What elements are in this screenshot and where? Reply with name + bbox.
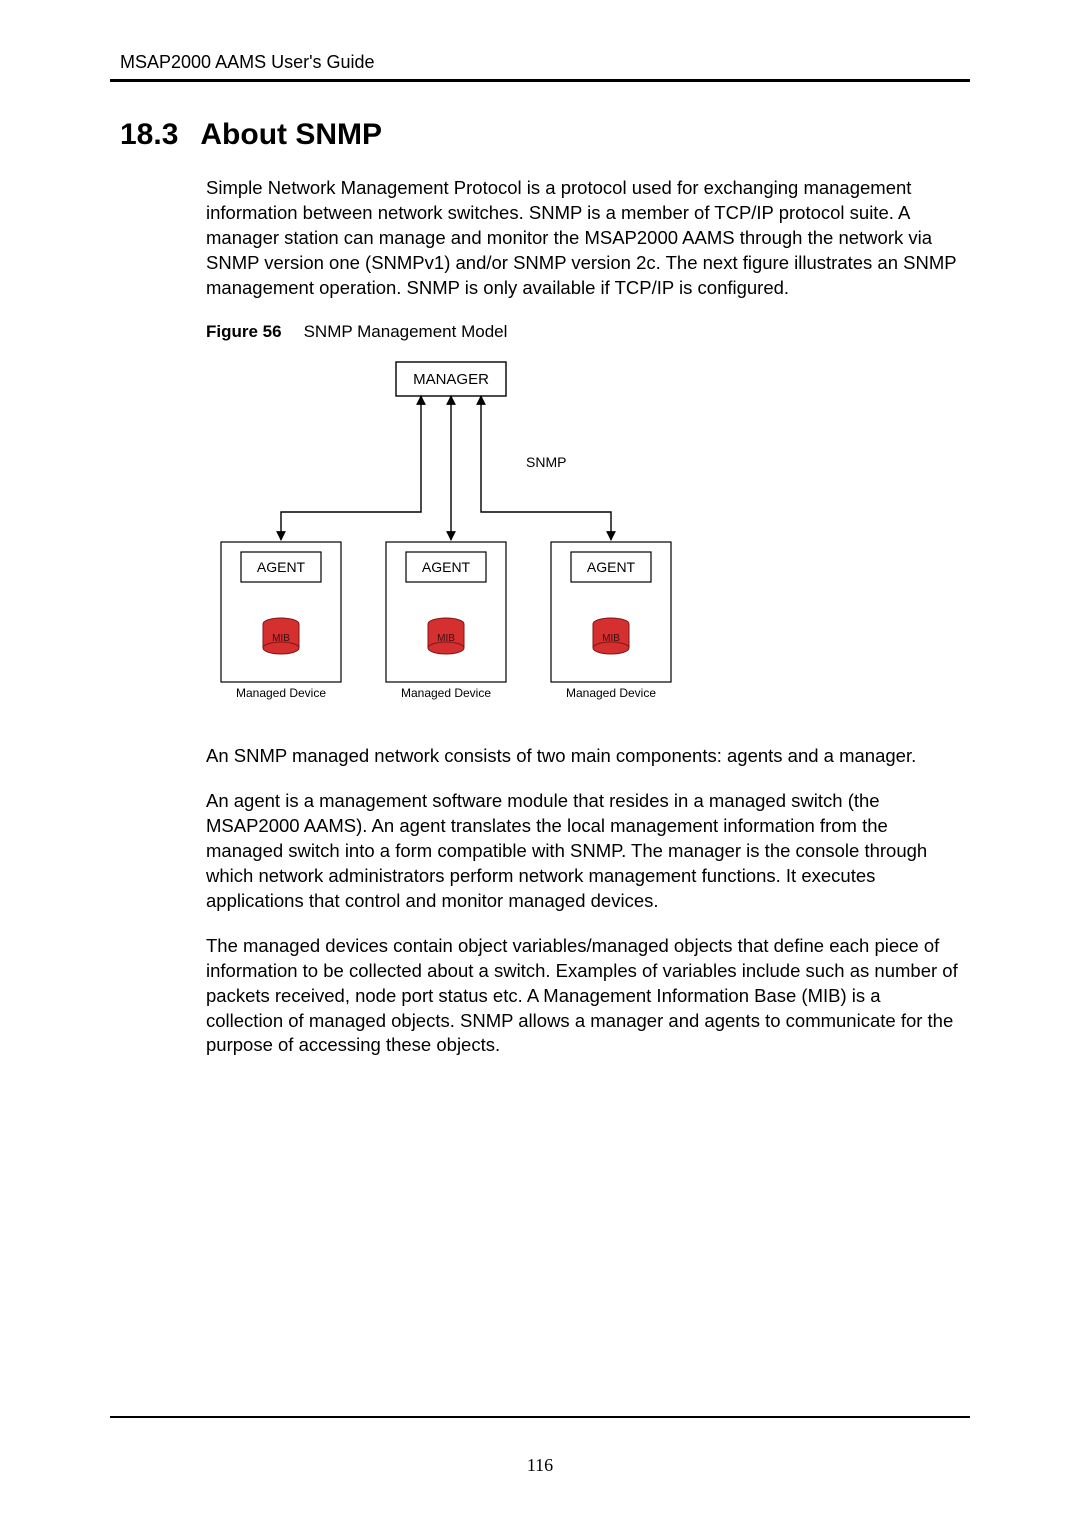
figure-caption: Figure 56 SNMP Management Model <box>206 321 960 344</box>
running-head: MSAP2000 AAMS User's Guide <box>110 52 970 73</box>
device-caption-3: Managed Device <box>566 686 656 700</box>
agent-label-1: AGENT <box>257 559 306 575</box>
header-rule <box>110 79 970 82</box>
mib-label-3: MIB <box>602 633 620 644</box>
device-caption-2: Managed Device <box>401 686 491 700</box>
figure-title: SNMP Management Model <box>304 322 508 341</box>
snmp-edge-label: SNMP <box>526 454 566 470</box>
mib-icon-2: MIB <box>428 618 464 654</box>
mib-label-2: MIB <box>437 633 455 644</box>
footer-rule <box>110 1416 970 1418</box>
manager-label: MANAGER <box>413 371 489 388</box>
agent-label-2: AGENT <box>422 559 471 575</box>
paragraph-mib: The managed devices contain object varia… <box>206 934 960 1059</box>
section-heading: 18.3 About SNMP <box>110 118 970 152</box>
snmp-diagram: MANAGER AGENT AGENT AGENT <box>206 352 686 722</box>
paragraph-intro: Simple Network Management Protocol is a … <box>206 176 960 301</box>
mib-icon-3: MIB <box>593 618 629 654</box>
paragraph-agent: An agent is a management software module… <box>206 789 960 914</box>
paragraph-components: An SNMP managed network consists of two … <box>206 744 960 769</box>
page-number: 116 <box>0 1455 1080 1476</box>
mib-icon-1: MIB <box>263 618 299 654</box>
body-block: Simple Network Management Protocol is a … <box>110 176 970 1058</box>
edge-manager-agent1 <box>281 396 421 540</box>
page: MSAP2000 AAMS User's Guide 18.3 About SNM… <box>0 0 1080 1528</box>
snmp-diagram-svg: MANAGER AGENT AGENT AGENT <box>206 352 686 722</box>
section-title: About SNMP <box>200 118 382 151</box>
figure-label: Figure 56 <box>206 322 282 341</box>
device-caption-1: Managed Device <box>236 686 326 700</box>
mib-label-1: MIB <box>272 633 290 644</box>
agent-label-3: AGENT <box>587 559 636 575</box>
section-number: 18.3 <box>120 118 178 151</box>
